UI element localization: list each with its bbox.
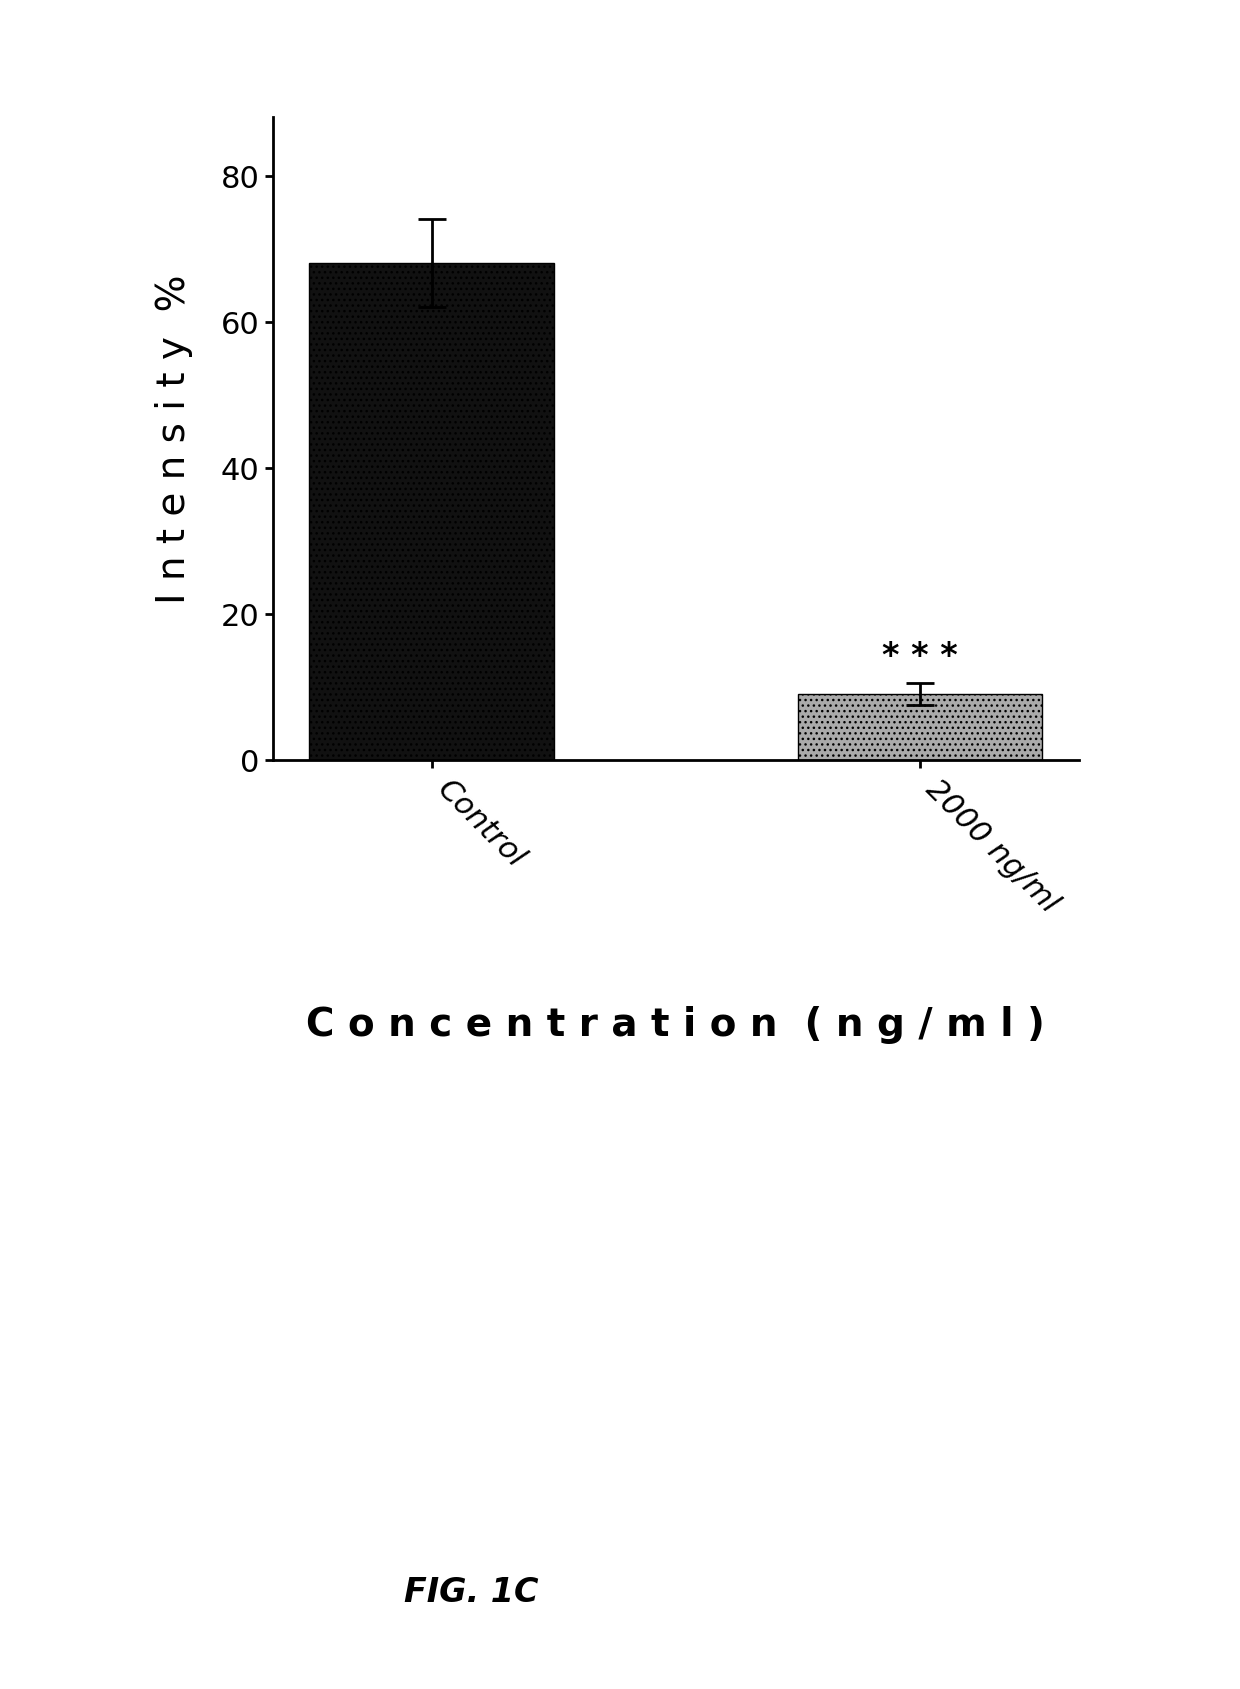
- Bar: [310, 263, 554, 760]
- Text: C o n c e n t r a t i o n  ( n g / m l ): C o n c e n t r a t i o n ( n g / m l ): [306, 1005, 1045, 1042]
- Y-axis label: I n t e n s i t y  %: I n t e n s i t y %: [155, 275, 193, 603]
- Text: * * *: * * *: [882, 640, 959, 672]
- Bar: [797, 694, 1042, 760]
- Text: FIG. 1C: FIG. 1C: [404, 1574, 538, 1608]
